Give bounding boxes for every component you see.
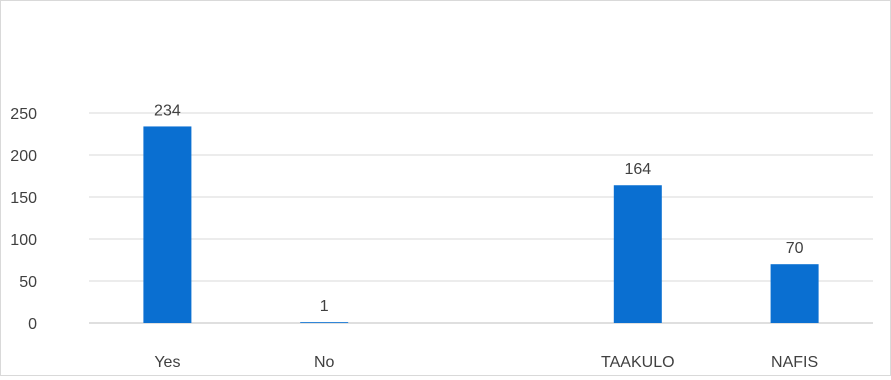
bar-yes bbox=[143, 126, 192, 323]
data-label-yes: 234 bbox=[154, 102, 181, 119]
x-tick-label-no: No bbox=[314, 354, 335, 371]
bar-nafis bbox=[770, 264, 819, 323]
x-tick-label-taakulo: TAAKULO bbox=[601, 354, 675, 371]
x-tick-label-nafis: NAFIS bbox=[771, 354, 818, 371]
data-label-taakulo: 164 bbox=[624, 161, 651, 178]
y-tick-label-200: 200 bbox=[10, 148, 37, 165]
bar-taakulo bbox=[613, 185, 662, 323]
data-label-nafis: 70 bbox=[786, 240, 804, 257]
data-label-no: 1 bbox=[320, 298, 329, 315]
y-tick-label-0: 0 bbox=[28, 316, 37, 333]
y-tick-label-50: 50 bbox=[19, 274, 37, 291]
y-tick-label-150: 150 bbox=[10, 190, 37, 207]
bar-no bbox=[300, 322, 349, 323]
y-tick-label-250: 250 bbox=[10, 106, 37, 123]
x-tick-label-yes: Yes bbox=[154, 354, 180, 371]
y-tick-label-100: 100 bbox=[10, 232, 37, 249]
